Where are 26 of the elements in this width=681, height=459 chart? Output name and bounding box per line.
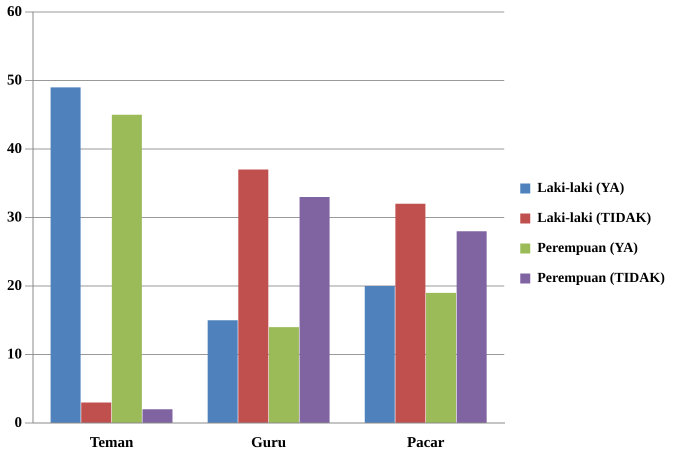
- y-tick-label: 10: [7, 346, 22, 362]
- x-tick-label: Teman: [90, 434, 134, 451]
- y-tick-label: 0: [14, 414, 22, 431]
- y-tick-label: 40: [7, 140, 22, 157]
- bar: [456, 231, 487, 422]
- x-tick-label: Guru: [251, 434, 286, 451]
- bar: [142, 409, 172, 422]
- bar: [395, 204, 426, 422]
- bar: [50, 87, 81, 422]
- bar: [300, 196, 330, 422]
- legend-label: Perempuan (YA): [537, 241, 638, 256]
- bar: [208, 320, 238, 422]
- y-tick-label: 30: [7, 209, 22, 226]
- bar: [81, 402, 112, 422]
- y-tick-label: 20: [7, 278, 22, 294]
- bar: [364, 286, 395, 422]
- bar: [112, 114, 142, 422]
- bar: [426, 292, 456, 422]
- legend-label: Laki-laki (YA): [537, 181, 625, 196]
- y-tick-label: 50: [7, 72, 22, 88]
- x-tick-label: Pacar: [406, 434, 445, 451]
- bar: [268, 327, 299, 422]
- legend-label: Perempuan (TIDAK): [537, 271, 666, 286]
- legend-label: Laki-laki (TIDAK): [537, 211, 652, 226]
- y-tick-label: 60: [7, 4, 22, 20]
- bar: [238, 170, 268, 422]
